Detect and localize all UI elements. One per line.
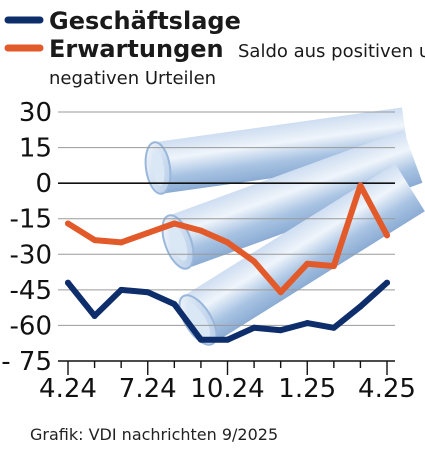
x-tick-label: 4.24 (39, 374, 97, 404)
y-tick-label: -30 (10, 240, 52, 270)
y-tick-label: 0 (35, 169, 52, 199)
pipes-illustration (144, 107, 425, 346)
y-tick-label: 15 (19, 134, 52, 164)
data-point-erwartungen (330, 263, 337, 270)
x-tick-label: 10.24 (190, 374, 264, 404)
x-tick-label: 7.24 (119, 374, 177, 404)
data-point-erwartungen (118, 239, 125, 246)
x-tick-label: 4.25 (358, 374, 416, 404)
data-point-erwartungen (65, 220, 71, 227)
legend-label-geschaeftslage: Geschäftslage (49, 7, 241, 35)
series (65, 182, 390, 343)
legend-note-line-1: Saldo aus positiven und (238, 41, 425, 62)
data-point-erwartungen (384, 232, 390, 239)
data-point-geschaeftslage (91, 312, 98, 319)
pipe-3 (178, 163, 425, 346)
data-point-geschaeftslage (118, 286, 125, 293)
legend-label-erwartungen: Erwartungen Saldo aus positiven und (49, 35, 425, 63)
x-axis: 4.24 7.24 10.24 1.25 4.25 (39, 360, 416, 404)
data-point-erwartungen (171, 220, 178, 227)
legend-note-line-2: negativen Urteilen (49, 68, 216, 89)
data-point-erwartungen (91, 237, 98, 244)
data-point-geschaeftslage (357, 303, 364, 310)
data-point-erwartungen (277, 289, 284, 296)
credit-label: Grafik: VDI nachrichten 9/2025 (30, 425, 278, 444)
data-point-erwartungen (197, 227, 204, 234)
y-tick-label: -45 (10, 276, 52, 306)
data-point-geschaeftslage (65, 279, 71, 286)
y-tick-label: - 75 (1, 347, 52, 377)
data-point-geschaeftslage (224, 336, 231, 343)
y-tick-label: -15 (10, 205, 52, 235)
legend-label-erwartungen-name: Erwartungen (49, 35, 224, 63)
data-point-geschaeftslage (197, 336, 204, 343)
data-point-geschaeftslage (171, 301, 178, 308)
data-point-erwartungen (251, 258, 258, 265)
legend-item-geschaeftslage: Geschäftslage (4, 7, 241, 35)
data-point-erwartungen (357, 182, 364, 189)
data-point-geschaeftslage (277, 327, 284, 334)
data-point-erwartungen (224, 239, 231, 246)
data-point-geschaeftslage (251, 324, 258, 331)
data-point-erwartungen (304, 260, 311, 267)
data-point-geschaeftslage (384, 279, 390, 286)
y-axis: 30 15 0 -15 -30 -45 -60 - 75 (1, 98, 52, 377)
pipe-2 (161, 130, 423, 270)
pipe-1 (144, 107, 410, 195)
data-point-erwartungen (144, 229, 151, 236)
data-point-geschaeftslage (304, 320, 311, 327)
legend-item-erwartungen: Erwartungen Saldo aus positiven und nega… (4, 35, 425, 89)
y-tick-label: -60 (10, 311, 52, 341)
data-point-geschaeftslage (330, 324, 337, 331)
x-tick-label: 1.25 (278, 374, 336, 404)
data-point-geschaeftslage (144, 289, 151, 296)
y-tick-label: 30 (19, 98, 52, 128)
legend: Geschäftslage Erwartungen Saldo aus posi… (4, 7, 425, 89)
